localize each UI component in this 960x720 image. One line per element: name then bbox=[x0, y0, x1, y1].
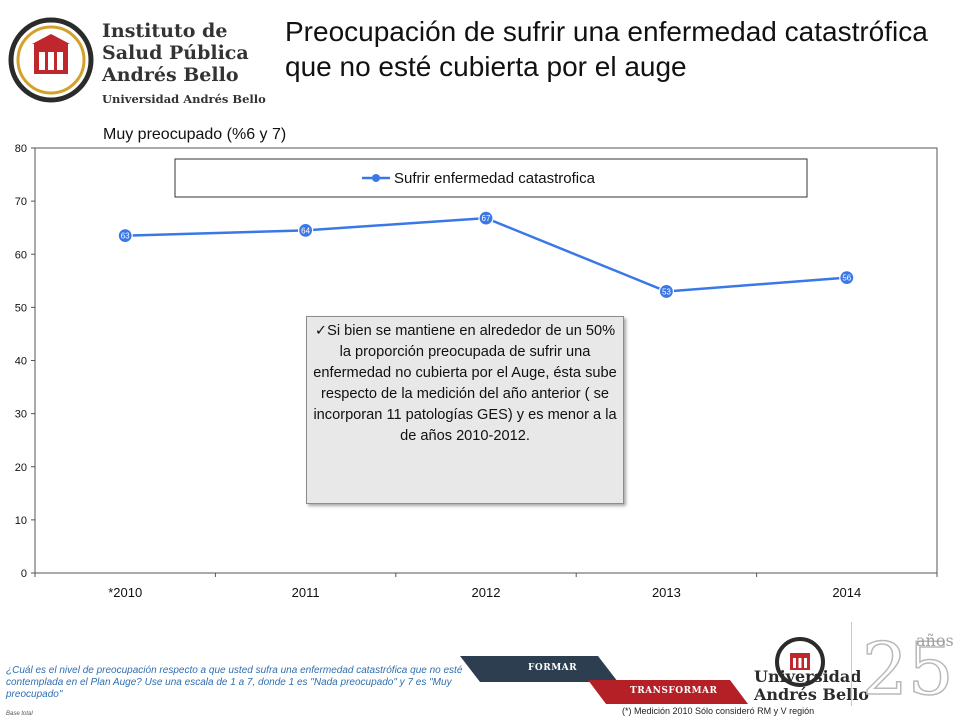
y-tick-label: 20 bbox=[15, 462, 27, 474]
x-tick-label: 2013 bbox=[652, 585, 681, 600]
anios-label: años bbox=[916, 631, 954, 650]
data-point bbox=[117, 228, 133, 244]
data-label: 53 bbox=[662, 287, 671, 296]
data-point bbox=[839, 270, 855, 286]
university-name-line-1: Universidad bbox=[754, 667, 862, 686]
check-icon: ✓ bbox=[314, 323, 328, 339]
logo-university: Universidad Andrés Bello bbox=[102, 92, 266, 106]
logo-line-2: Salud Pública bbox=[102, 42, 249, 64]
data-point bbox=[298, 222, 314, 238]
data-label: 63 bbox=[121, 232, 130, 241]
anniversary-25-icon: 25 años bbox=[861, 626, 954, 712]
svg-text:25: 25 bbox=[862, 627, 954, 711]
y-tick-label: 10 bbox=[15, 515, 27, 527]
x-tick-label: 2011 bbox=[292, 585, 320, 600]
y-tick-label: 60 bbox=[15, 249, 27, 261]
formar-band bbox=[460, 656, 618, 682]
data-point bbox=[478, 210, 494, 226]
chart-legend: Sufrir enfermedad catastrofica bbox=[174, 158, 808, 198]
x-tick-label: 2012 bbox=[472, 585, 501, 600]
y-tick-label: 0 bbox=[21, 568, 27, 580]
logo-line-1: Instituto de bbox=[102, 20, 228, 42]
university-name-line-2: Andrés Bello bbox=[754, 685, 869, 704]
y-tick-label: 30 bbox=[15, 409, 27, 421]
y-tick-label: 40 bbox=[15, 356, 27, 368]
x-tick-label: *2010 bbox=[108, 585, 142, 600]
data-point bbox=[658, 283, 675, 300]
base-note: Base total bbox=[6, 711, 33, 717]
formar-label: FORMAR bbox=[528, 663, 578, 673]
data-label: 67 bbox=[482, 214, 491, 223]
annotation-box: ✓Si bien se mantiene en alrededor de un … bbox=[306, 316, 624, 504]
y-tick-label: 80 bbox=[15, 143, 27, 155]
legend-box bbox=[174, 158, 808, 198]
x-tick-label: 2014 bbox=[832, 585, 861, 600]
transformar-label: TRANSFORMAR bbox=[630, 686, 718, 696]
university-name: Universidad Andrés Bello bbox=[754, 668, 869, 704]
university-seal-icon bbox=[775, 637, 825, 687]
y-tick-label: 70 bbox=[15, 196, 27, 208]
legend-dot-marker bbox=[372, 174, 380, 182]
chart-axes: 0 10 20 30 40 50 60 70 80 *2010 2011 2012 2013 2014 bbox=[15, 143, 938, 600]
page-title: Preocupación de sufrir una enfermedad ca… bbox=[285, 16, 928, 82]
annotation-text: Si bien se mantiene en alrededor de un 5… bbox=[313, 323, 617, 444]
institute-logo: Instituto de Salud Pública Andrés Bello … bbox=[6, 8, 266, 112]
legend-label: Sufrir enfermedad catastrofica bbox=[394, 170, 596, 187]
y-tick-label: 50 bbox=[15, 302, 27, 314]
survey-question: ¿Cuál es el nivel de preocupación respec… bbox=[6, 665, 463, 700]
logo-line-3: Andrés Bello bbox=[102, 64, 239, 86]
chart-subtitle: Muy preocupado (%6 y 7) bbox=[103, 126, 287, 143]
transformar-band bbox=[588, 680, 748, 704]
data-label: 56 bbox=[842, 274, 851, 283]
footer-divider bbox=[851, 622, 852, 706]
institute-seal-icon bbox=[8, 17, 94, 103]
data-label: 64 bbox=[301, 226, 310, 235]
footnote: (*) Medición 2010 Sólo consideró RM y V … bbox=[622, 706, 815, 716]
chart-series: 63 64 67 53 56 bbox=[117, 210, 855, 300]
